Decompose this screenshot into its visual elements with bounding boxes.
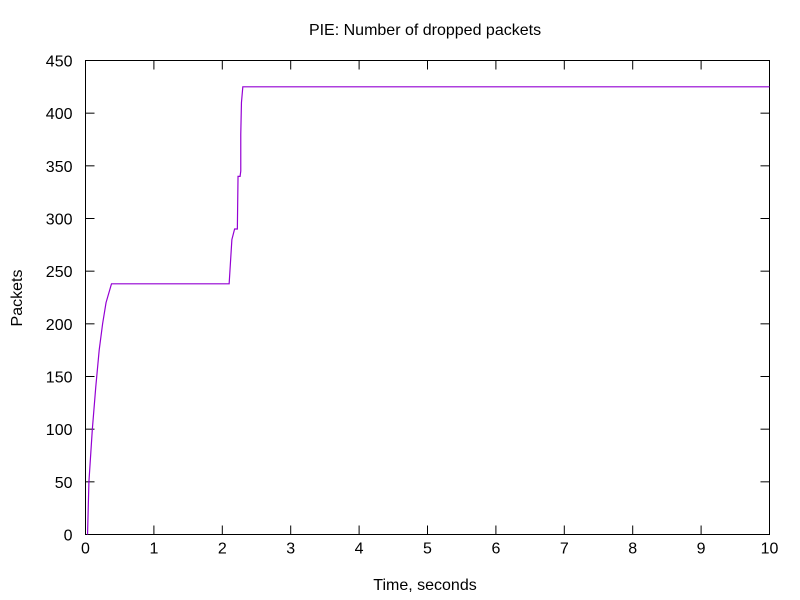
y-tick-label: 350 [46,159,73,176]
y-tick-label: 450 [46,54,73,71]
y-tick-label: 150 [46,370,73,387]
y-tick-label: 300 [46,212,73,229]
chart-title: PIE: Number of dropped packets [309,22,541,39]
x-tick-label: 10 [761,541,779,558]
x-tick-label: 4 [355,541,364,558]
x-tick-label: 3 [286,541,295,558]
y-tick-label: 400 [46,106,73,123]
x-tick-label: 1 [149,541,158,558]
y-tick-label: 0 [64,528,73,545]
y-tick-label: 200 [46,317,73,334]
x-tick-label: 8 [628,541,637,558]
x-tick-label: 6 [491,541,500,558]
y-tick-label: 50 [55,475,73,492]
y-tick-label: 250 [46,264,73,281]
x-tick-label: 9 [697,541,706,558]
x-tick-label: 0 [81,541,90,558]
y-axis-label: Packets [9,270,26,327]
x-tick-label: 2 [218,541,227,558]
y-tick-label: 100 [46,422,73,439]
x-tick-label: 7 [560,541,569,558]
x-tick-label: 5 [423,541,432,558]
x-axis-label: Time, seconds [373,577,476,594]
